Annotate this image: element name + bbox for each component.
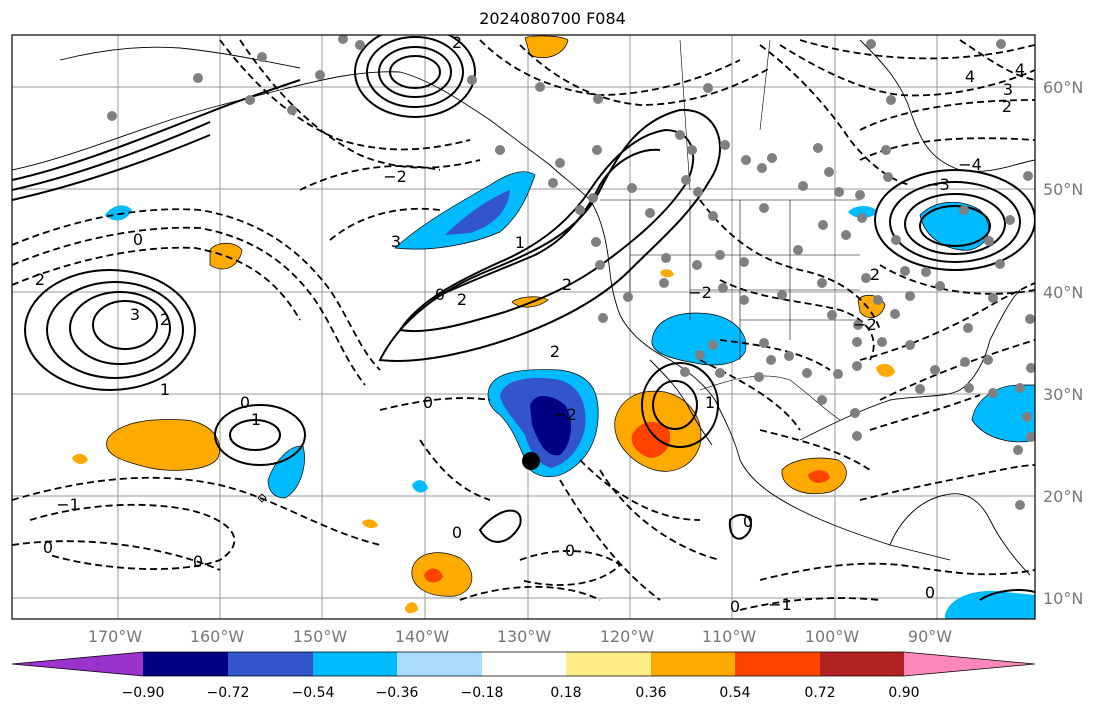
contour-label: −2: [853, 315, 877, 334]
colorbar-segment: [313, 652, 397, 676]
colorbar-tick: 0.54: [719, 685, 750, 701]
latitude-labels: 60°N 50°N 40°N 30°N 20°N 10°N: [1043, 78, 1083, 608]
lon-label: 100°W: [805, 627, 860, 646]
contour-label: 2: [1002, 97, 1012, 116]
contour-label: 3: [130, 305, 140, 324]
lon-label: 140°W: [395, 627, 450, 646]
lat-label: 50°N: [1043, 180, 1083, 199]
contour-label: 2: [457, 290, 467, 309]
colorbar-tick: 0.36: [635, 685, 666, 701]
shaded-anomalies: [72, 35, 1035, 619]
contour-label: −2: [553, 405, 577, 424]
contour-label: 2: [870, 265, 880, 284]
colorbar-segment: [904, 652, 1035, 676]
center-marker: [522, 452, 540, 470]
colorbar-segment: [143, 652, 228, 676]
map-title: 2024080700 F084: [479, 9, 626, 28]
contour-label: 2: [35, 270, 45, 289]
colorbar-segment: [482, 652, 566, 676]
colorbar-tick: 0.18: [550, 685, 581, 701]
lat-label: 20°N: [1043, 487, 1083, 506]
lat-label: 30°N: [1043, 385, 1083, 404]
contour-label: 2: [452, 33, 462, 52]
contour-label: −1: [768, 595, 792, 614]
contour-label: 2: [160, 310, 170, 329]
lon-label: 170°W: [88, 627, 143, 646]
contour-label: 1: [160, 380, 170, 399]
contour-label: 0: [43, 538, 53, 557]
lon-label: 90°W: [908, 627, 952, 646]
colorbar-tick: −0.18: [461, 685, 504, 701]
contour-label: 0: [435, 285, 445, 304]
colorbar: −0.90 −0.72 −0.54 −0.36 −0.18 0.18 0.36 …: [11, 651, 1036, 701]
colorbar-tick: −0.90: [122, 685, 165, 701]
contour-label: 0: [240, 393, 250, 412]
contour-label: 0: [925, 583, 935, 602]
contour-label: −3: [926, 175, 950, 194]
colorbar-segment: [651, 652, 735, 676]
colorbar-segment: [735, 652, 820, 676]
lon-label: 150°W: [293, 627, 348, 646]
contour-label: 0: [730, 597, 740, 616]
contour-label: 1: [705, 393, 715, 412]
colorbar-outline: [11, 651, 1036, 677]
contour-label: 3: [1003, 80, 1013, 99]
contour-label: −1: [56, 495, 80, 514]
colorbar-segment: [228, 652, 313, 676]
contour-label: −2: [688, 283, 712, 302]
colorbar-segment: [397, 652, 482, 676]
borders: [600, 39, 860, 421]
colorbar-tick: −0.36: [376, 685, 419, 701]
colorbar-tick: 0.90: [888, 685, 919, 701]
lon-label: 120°W: [600, 627, 655, 646]
lon-label: 130°W: [497, 627, 552, 646]
contour-label: 1: [515, 233, 525, 252]
map-frame: [11, 34, 1036, 620]
contour-label: 2: [562, 275, 572, 294]
colorbar-segment: [820, 652, 904, 676]
contour-label: 4: [1015, 60, 1025, 79]
contour-labels: 2 4 3 −2 0 2 3 1 0 2 2 1 0 1 0 −1 0 0 0 …: [35, 33, 1025, 616]
colorbar-segment: [566, 652, 651, 676]
contour-label: 3: [391, 232, 401, 251]
lon-label: 160°W: [190, 627, 245, 646]
lat-label: 40°N: [1043, 283, 1083, 302]
contour-label: 0: [452, 523, 462, 542]
colorbar-tick: 0.72: [804, 685, 835, 701]
contour-label: 1: [251, 410, 261, 429]
contour-label: 0: [423, 393, 433, 412]
colorbar-segment: [12, 652, 143, 676]
contour-label: 2: [550, 342, 560, 361]
contour-label: 0: [743, 512, 753, 531]
lat-label: 10°N: [1043, 589, 1083, 608]
longitude-labels: 170°W 160°W 150°W 140°W 130°W 120°W 110°…: [88, 627, 952, 646]
contour-label: 4: [965, 67, 975, 86]
contour-label: −4: [958, 155, 982, 174]
colorbar-tick: −0.54: [292, 685, 335, 701]
colorbar-tick: −0.72: [207, 685, 250, 701]
contour-label: 0: [133, 230, 143, 249]
contour-label: 0: [193, 552, 203, 571]
station-dots: [107, 35, 1035, 510]
lat-label: 60°N: [1043, 78, 1083, 97]
contour-label: 0: [565, 541, 575, 560]
lon-label: 110°W: [702, 627, 757, 646]
contour-label: −2: [383, 167, 407, 186]
